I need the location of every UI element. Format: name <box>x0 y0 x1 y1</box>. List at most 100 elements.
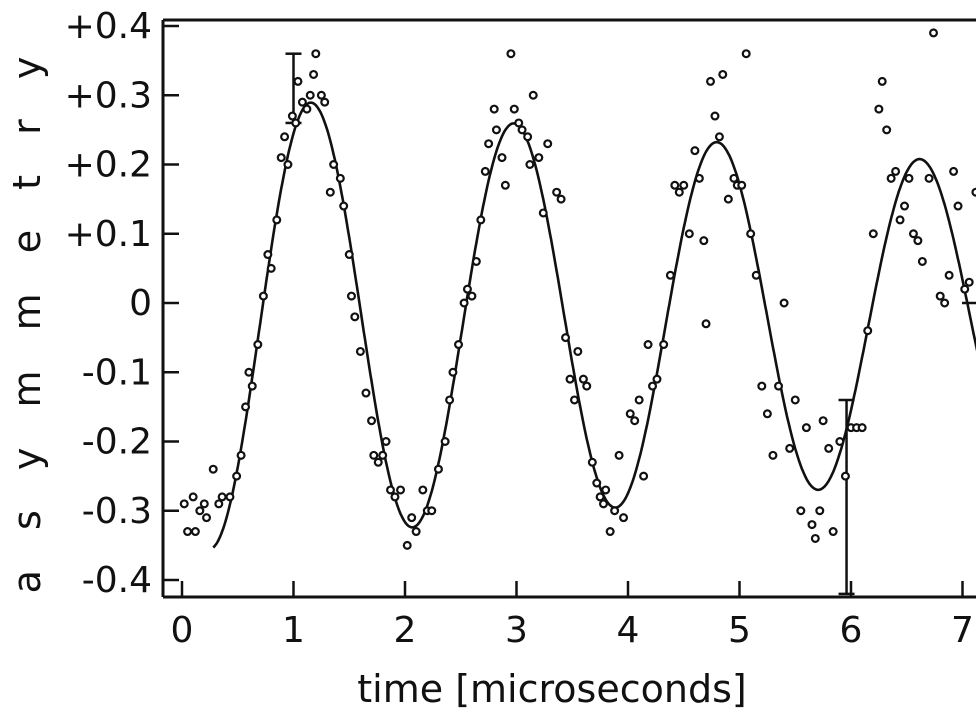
data-point <box>316 90 326 100</box>
data-point <box>440 437 450 447</box>
data-point <box>179 499 189 509</box>
data-point <box>665 270 675 280</box>
data-point <box>674 187 684 197</box>
data-point <box>556 194 566 204</box>
y-axis-title: a s y m m e t r y <box>5 43 49 594</box>
data-point <box>944 270 954 280</box>
data-point <box>484 139 494 149</box>
data-point <box>935 291 945 301</box>
data-point <box>471 256 481 266</box>
x-tick-label: 0 <box>171 610 194 651</box>
data-point <box>964 277 974 287</box>
data-point <box>311 49 321 59</box>
data-point <box>320 97 330 107</box>
data-point <box>949 166 959 176</box>
data-point <box>614 450 624 460</box>
x-tick-label: 7 <box>951 610 974 651</box>
data-point <box>639 471 649 481</box>
data-point <box>835 437 845 447</box>
data-point <box>592 478 602 488</box>
data-point <box>737 180 747 190</box>
data-point <box>199 499 209 509</box>
data-point <box>287 111 297 121</box>
data-point <box>582 381 592 391</box>
data-points <box>179 28 976 550</box>
data-point <box>369 450 379 460</box>
data-point <box>293 76 303 86</box>
data-point <box>195 506 205 516</box>
data-point <box>971 187 976 197</box>
data-point <box>779 298 789 308</box>
data-point <box>619 513 629 523</box>
data-point <box>244 367 254 377</box>
data-point <box>818 416 828 426</box>
data-point <box>202 513 212 523</box>
data-point <box>253 340 263 350</box>
data-point <box>701 319 711 329</box>
tick-labels: +0.4 +0.3 +0.2 +0.1 0 -0.1 -0.2 -0.3 -0.4 0 1 2 3 4 5 6… <box>65 6 974 651</box>
data-point <box>840 471 850 481</box>
data-point <box>350 312 360 322</box>
data-point <box>346 291 356 301</box>
data-point <box>891 166 901 176</box>
data-point <box>857 423 867 433</box>
data-point <box>917 256 927 266</box>
data-point <box>561 333 571 343</box>
data-point <box>741 49 751 59</box>
y-tick-label: +0.1 <box>65 214 152 255</box>
data-point <box>418 485 428 495</box>
data-point <box>445 395 455 405</box>
data-point <box>517 125 527 135</box>
data-point <box>785 443 795 453</box>
data-point <box>699 236 709 246</box>
data-point <box>491 125 501 135</box>
data-point <box>355 346 365 356</box>
data-point <box>459 298 469 308</box>
data-point <box>810 533 820 543</box>
data-point <box>648 381 658 391</box>
data-point <box>868 229 878 239</box>
data-point <box>718 69 728 79</box>
x-tick-label: 2 <box>394 610 417 651</box>
data-point <box>433 464 443 474</box>
data-point <box>305 90 315 100</box>
data-point <box>714 132 724 142</box>
data-point <box>900 201 910 211</box>
data-point <box>605 527 615 537</box>
data-point <box>325 187 335 197</box>
data-point <box>774 381 784 391</box>
data-point <box>528 90 538 100</box>
data-point <box>573 346 583 356</box>
y-tick-label: +0.3 <box>65 75 152 116</box>
data-point <box>411 527 421 537</box>
data-point <box>467 291 477 301</box>
data-point <box>427 506 437 516</box>
y-tick-label: -0.2 <box>82 422 152 463</box>
y-tick-label: 0 <box>129 283 152 324</box>
data-point <box>630 416 640 426</box>
data-point <box>534 153 544 163</box>
data-point <box>225 492 235 502</box>
data-point <box>543 139 553 149</box>
data-point <box>480 166 490 176</box>
data-point <box>538 208 548 218</box>
tick-marks <box>163 24 976 597</box>
data-point <box>768 450 778 460</box>
data-point <box>690 146 700 156</box>
data-point <box>762 409 772 419</box>
y-tick-label: -0.4 <box>82 560 152 601</box>
data-point <box>953 201 963 211</box>
data-point <box>448 367 458 377</box>
data-point <box>302 104 312 114</box>
data-point <box>506 49 516 59</box>
data-point <box>509 104 519 114</box>
data-point <box>924 173 934 183</box>
data-point <box>247 381 257 391</box>
y-tick-label: +0.2 <box>65 145 152 186</box>
x-tick-label: 6 <box>840 610 863 651</box>
data-point <box>595 492 605 502</box>
data-point <box>643 340 653 350</box>
data-point <box>790 395 800 405</box>
data-point <box>283 160 293 170</box>
data-point <box>796 506 806 516</box>
